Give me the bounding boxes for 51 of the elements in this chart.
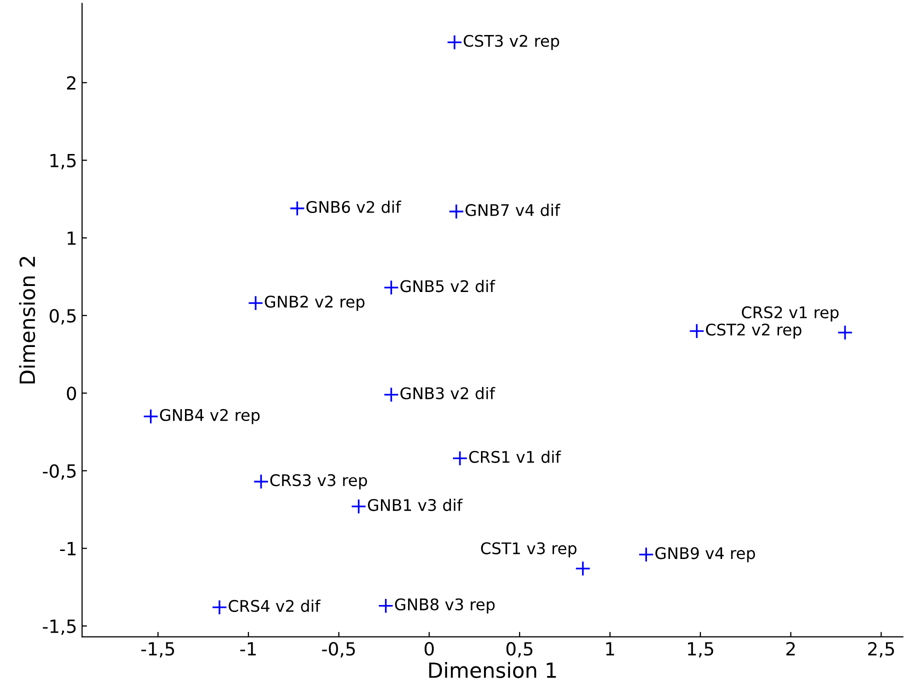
y-tick-label: 0 [66, 386, 76, 400]
annotation: GNB2 v2 rep [264, 296, 364, 311]
y-tick-label: -1,5 [42, 620, 76, 635]
annotation: GNB8 v3 rep [395, 598, 495, 614]
point [253, 474, 269, 490]
y-tick-label: -1 [60, 542, 76, 556]
annotation: GNB6 v2 dif [306, 200, 402, 214]
y-tick-label: 1,5 [50, 154, 76, 170]
x-tick-label: -1 [240, 642, 256, 656]
point [383, 280, 400, 296]
point [448, 204, 464, 220]
x-tick-label: 0,5 [506, 642, 532, 658]
point [383, 386, 400, 402]
y-tick-label: 0,5 [50, 308, 76, 324]
point [248, 295, 264, 311]
annotation: CRS2 v1 rep [742, 306, 839, 322]
annotation: GNB9 v4 rep [655, 547, 755, 562]
annotation: GNB5 v2 dif [400, 280, 496, 292]
x-tick-label: 2 [786, 642, 795, 656]
y-axis-title: Dimension 2 [19, 256, 36, 384]
y-tick-label: -0,5 [42, 464, 76, 480]
annotation: GNB3 v2 dif [400, 386, 496, 400]
point [289, 200, 306, 216]
annotation: CST3 v2 rep [464, 34, 560, 50]
x-tick-label: 1,5 [688, 642, 714, 658]
point [452, 450, 468, 466]
x-tick-label: 2,5 [868, 642, 894, 658]
point [575, 560, 591, 576]
point [212, 600, 228, 616]
x-tick-label: 1 [606, 642, 614, 656]
annotation: CST2 v2 rep [706, 324, 802, 339]
point [143, 408, 159, 424]
annotation: GNB4 v2 rep [160, 408, 260, 424]
annotation: CRS3 v3 rep [270, 474, 368, 490]
annotation: CRS4 v2 dif [228, 600, 321, 612]
x-tick-label: -1,5 [141, 642, 174, 658]
annotation: GNB7 v4 dif [466, 204, 560, 216]
y-tick-label: 2 [67, 76, 76, 90]
point [837, 324, 853, 340]
x-tick-label: 0 [424, 642, 434, 656]
point [350, 498, 366, 514]
point [378, 598, 394, 614]
annotation: GNB1 v3 dif [368, 498, 463, 512]
x-tick-label: -0,5 [322, 642, 355, 658]
x-axis-title: Dimension 1 [429, 662, 556, 678]
y-tick-label: 1 [68, 232, 76, 245]
annotation: CST1 v3 rep [481, 542, 576, 558]
annotation: CRS1 v1 dif [469, 450, 562, 463]
point [638, 546, 654, 562]
point [688, 323, 705, 339]
point [446, 34, 462, 50]
